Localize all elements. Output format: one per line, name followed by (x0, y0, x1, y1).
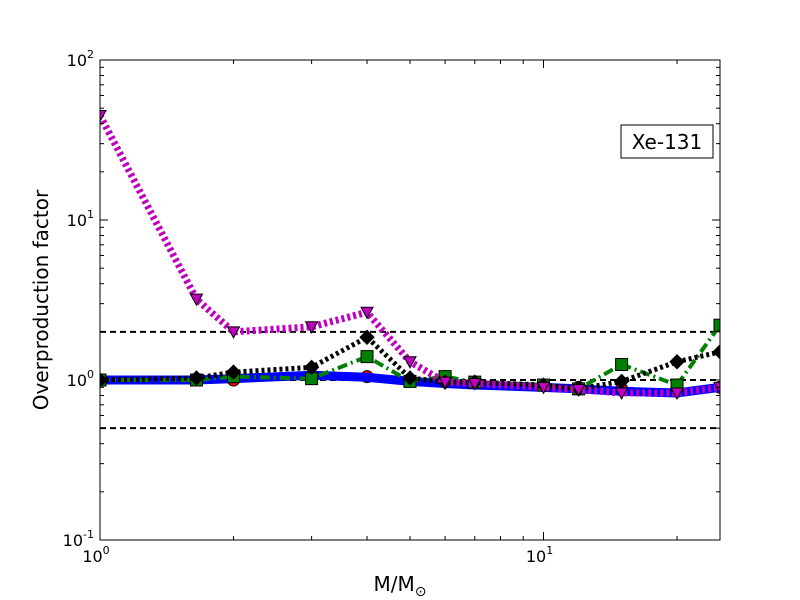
series-3-point (359, 329, 375, 345)
x-axis-title-subscript: ⊙ (415, 584, 427, 600)
series-4-point (536, 381, 551, 395)
y-tick-label: 10-1 (63, 528, 94, 550)
y-tick-label: 101 (67, 208, 94, 230)
series-4-point (614, 387, 629, 400)
annotation-label: Xe-131 (632, 130, 703, 154)
series-4-point (467, 378, 482, 391)
series-4-point (571, 384, 586, 397)
series-3 (100, 329, 720, 397)
series-4-point (304, 321, 319, 334)
series-4-point (226, 326, 241, 339)
series-layer (100, 109, 720, 400)
series-4-point (100, 109, 107, 123)
series-4-point (403, 356, 417, 369)
series-3-point (188, 370, 205, 386)
y-axis-title: Overproduction factor (29, 189, 53, 410)
x-tick-labels: 100 101 (82, 544, 553, 566)
series-3-point (225, 364, 242, 380)
y-tick-labels: 10-1 100 101 102 (63, 48, 94, 550)
series-3-point (712, 344, 720, 360)
annotation-box: Xe-131 (620, 124, 714, 159)
x-axis-title: M/M⊙ (374, 572, 427, 600)
plot-frame (99, 59, 721, 541)
annotation-frame (620, 124, 714, 159)
series-3-point (402, 370, 418, 386)
y-tick-label: 100 (67, 368, 94, 390)
series-4-point (360, 306, 374, 320)
plot-area (100, 60, 720, 540)
x-axis-title-main: M/M (374, 572, 415, 596)
series-2-point (713, 318, 720, 332)
series-2-point (615, 357, 629, 371)
y-tick-label: 102 (67, 48, 94, 70)
x-tick-label: 101 (526, 544, 553, 566)
series-3-point (303, 359, 320, 376)
series-4-point (438, 376, 452, 390)
x-tick-label: 100 (82, 544, 109, 566)
series-4-point (189, 293, 204, 307)
series-2-point (360, 350, 374, 364)
series-4-point (670, 387, 684, 400)
series-3-point (669, 354, 685, 370)
